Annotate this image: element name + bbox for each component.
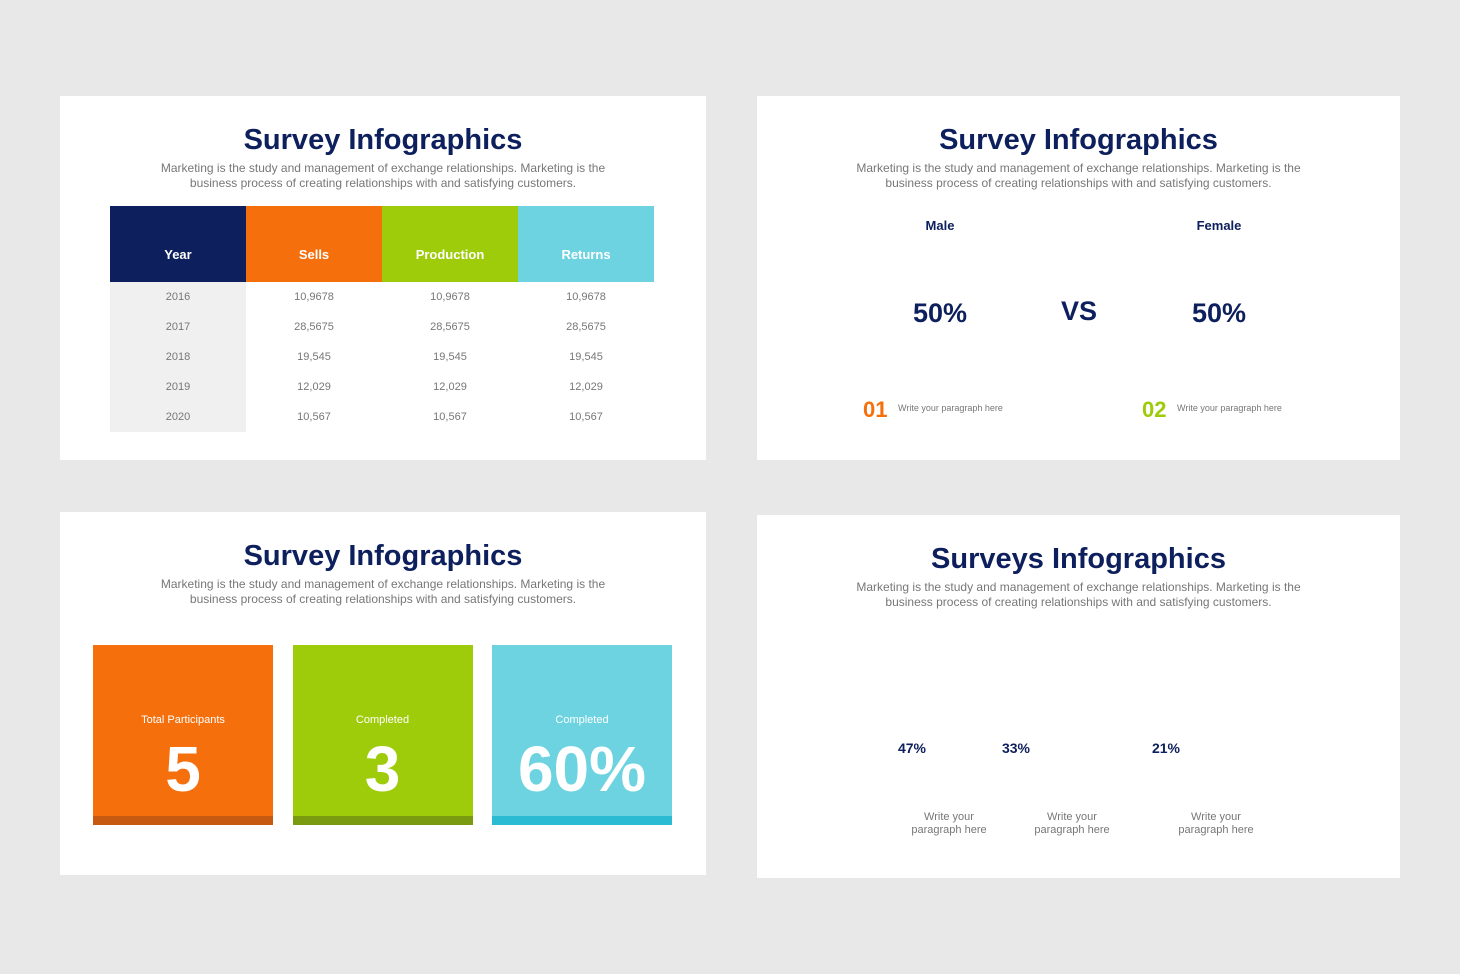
person-text: Write your paragraph here — [1178, 811, 1254, 836]
card-label: Completed — [555, 714, 609, 726]
card — [93, 645, 273, 825]
table-cell: 12,029 — [569, 381, 603, 393]
person-text: Write your paragraph here — [1034, 811, 1110, 836]
slide-title: Surveys Infographics — [931, 543, 1226, 575]
header-cell-bg — [518, 206, 654, 282]
header-cell: Production — [415, 247, 485, 262]
table-cell: 2016 — [165, 291, 191, 303]
card-label: Total Participants — [141, 714, 225, 726]
table-cell: 28,5675 — [566, 321, 606, 333]
slide: Survey Infographics Marketing is the stu… — [757, 96, 1400, 460]
donut-value: 50% — [1191, 298, 1247, 328]
table-cell: 2019 — [165, 381, 191, 393]
header-cell-bg — [246, 206, 382, 282]
table-cell: 28,5675 — [294, 321, 334, 333]
table-cell: 10,567 — [433, 411, 467, 423]
slide-subtitle: Marketing is the study and management of… — [856, 580, 1301, 609]
slide-subtitle: Marketing is the study and management of… — [160, 161, 606, 190]
group-text: Write your paragraph here — [1177, 403, 1282, 413]
table-cell: 12,029 — [433, 381, 467, 393]
table-cell: 19,545 — [297, 351, 331, 363]
header-cell: Sells — [298, 247, 330, 262]
card-value: 60% — [517, 733, 647, 805]
vs-label: VS — [1060, 296, 1098, 326]
slide-title: Survey Infographics — [939, 124, 1218, 156]
table-cell: 2020 — [165, 411, 191, 423]
card-value: 5 — [165, 733, 201, 805]
card-label: Completed — [355, 714, 410, 726]
year-column-bg — [110, 282, 246, 432]
header-cell: Year — [164, 247, 192, 262]
donut-value: 50% — [912, 298, 968, 328]
table-cell: 19,545 — [569, 351, 603, 363]
table-cell: 10,9678 — [430, 291, 470, 303]
group-number: 02 — [1142, 397, 1167, 422]
header-cell-bg — [382, 206, 518, 282]
table-cell: 10,9678 — [294, 291, 334, 303]
table-cell: 10,9678 — [566, 291, 606, 303]
table-cell: 10,567 — [297, 411, 331, 423]
header-cell-bg — [110, 206, 246, 282]
card-value: 3 — [364, 733, 401, 805]
person-text: Write your paragraph here — [911, 811, 987, 836]
card — [292, 645, 473, 825]
table-cell: 2018 — [165, 351, 191, 363]
slide-subtitle: Marketing is the study and management of… — [856, 161, 1301, 190]
group-label: Male — [925, 218, 955, 233]
group-number: 01 — [863, 397, 888, 422]
header-cell: Returns — [561, 247, 611, 262]
slide-subtitle: Marketing is the study and management of… — [160, 577, 606, 606]
group-text: Write your paragraph here — [898, 403, 1003, 413]
table-cell: 28,5675 — [430, 321, 470, 333]
person-percent: 33% — [1001, 740, 1031, 756]
group-label: Female — [1196, 218, 1242, 233]
person-percent: 21% — [1151, 740, 1181, 756]
person-percent: 47% — [897, 740, 927, 756]
table-cell: 10,567 — [569, 411, 603, 423]
slide: Surveys Infographics Marketing is the st… — [757, 515, 1400, 878]
table-cell: 12,029 — [297, 381, 331, 393]
slide-title: Survey Infographics — [243, 124, 523, 156]
table-cell: 19,545 — [433, 351, 467, 363]
card — [492, 645, 672, 825]
table-cell: 2017 — [165, 321, 191, 333]
slide-title: Survey Infographics — [243, 540, 523, 572]
